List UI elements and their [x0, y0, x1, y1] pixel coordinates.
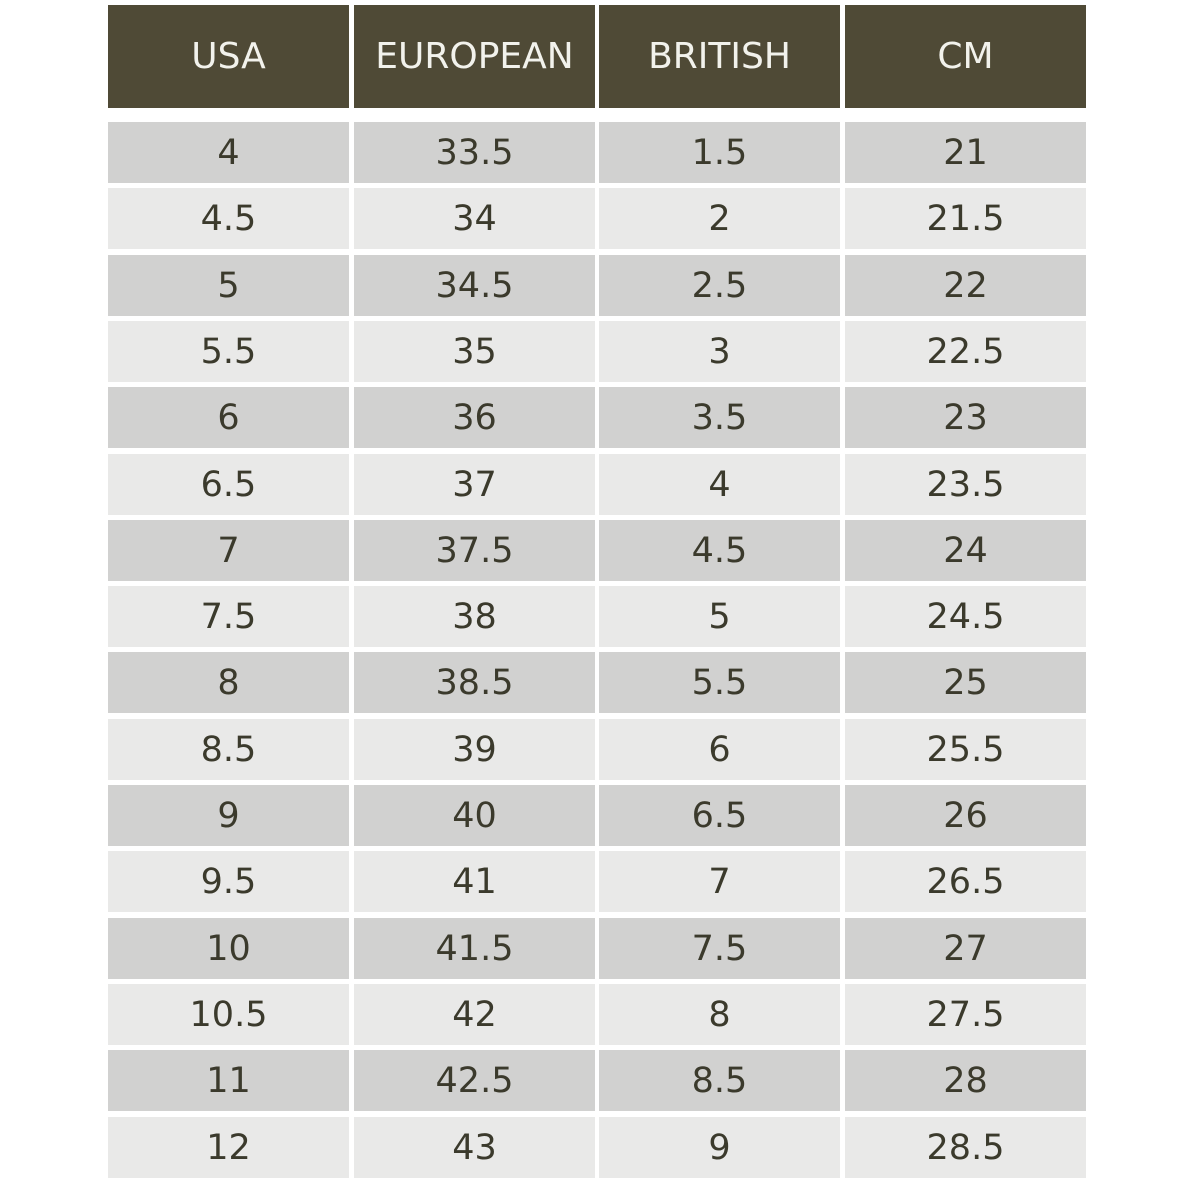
table-cell: 5: [599, 586, 840, 647]
table-cell: 3.5: [599, 387, 840, 448]
table-cell: 38: [354, 586, 595, 647]
table-cell: 3: [599, 321, 840, 382]
table-cell: 42.5: [354, 1050, 595, 1111]
table-cell: 40: [354, 785, 595, 846]
table-cell: 41.5: [354, 918, 595, 979]
table-cell: 35: [354, 321, 595, 382]
table-cell: 36: [354, 387, 595, 448]
table-cell: 22.5: [845, 321, 1086, 382]
table-cell: 6.5: [599, 785, 840, 846]
table-cell: 8: [599, 984, 840, 1045]
table-cell: 4: [599, 454, 840, 515]
table-cell: 4.5: [599, 520, 840, 581]
table-cell: 7: [108, 520, 349, 581]
table-cell: 9: [108, 785, 349, 846]
table-cell: 37.5: [354, 520, 595, 581]
table-cell: 5.5: [108, 321, 349, 382]
table-cell: 9.5: [108, 851, 349, 912]
table-cell: 2: [599, 188, 840, 249]
table-cell: 22: [845, 255, 1086, 316]
table-cell: 33.5: [354, 122, 595, 183]
table-cell: 10.5: [108, 984, 349, 1045]
table-cell: 6.5: [108, 454, 349, 515]
table-cell: 21: [845, 122, 1086, 183]
table-cell: 38.5: [354, 652, 595, 713]
header-cell: BRITISH: [599, 5, 840, 108]
table-cell: 27.5: [845, 984, 1086, 1045]
table-cell: 24: [845, 520, 1086, 581]
table-cell: 4: [108, 122, 349, 183]
table-cell: 10: [108, 918, 349, 979]
table-cell: 28: [845, 1050, 1086, 1111]
table-cell: 43: [354, 1117, 595, 1178]
table-cell: 9: [599, 1117, 840, 1178]
table-cell: 4.5: [108, 188, 349, 249]
table-cell: 5.5: [599, 652, 840, 713]
table-cell: 6: [599, 719, 840, 780]
table-cell: 25.5: [845, 719, 1086, 780]
table-cell: 11: [108, 1050, 349, 1111]
table-cell: 28.5: [845, 1117, 1086, 1178]
table-cell: 37: [354, 454, 595, 515]
table-cell: 39: [354, 719, 595, 780]
table-cell: 1.5: [599, 122, 840, 183]
table-cell: 7.5: [108, 586, 349, 647]
table-cell: 42: [354, 984, 595, 1045]
table-cell: 25: [845, 652, 1086, 713]
table-cell: 23: [845, 387, 1086, 448]
table-cell: 8.5: [108, 719, 349, 780]
table-cell: 26.5: [845, 851, 1086, 912]
table-cell: 2.5: [599, 255, 840, 316]
table-cell: 34.5: [354, 255, 595, 316]
table-cell: 23.5: [845, 454, 1086, 515]
table-cell: 41: [354, 851, 595, 912]
table-cell: 6: [108, 387, 349, 448]
table-cell: 7.5: [599, 918, 840, 979]
header-cell: CM: [845, 5, 1086, 108]
header-cell: USA: [108, 5, 349, 108]
table-cell: 27: [845, 918, 1086, 979]
table-cell: 12: [108, 1117, 349, 1178]
table-cell: 34: [354, 188, 595, 249]
table-cell: 5: [108, 255, 349, 316]
table-cell: 8: [108, 652, 349, 713]
table-cell: 21.5: [845, 188, 1086, 249]
header-cell: EUROPEAN: [354, 5, 595, 108]
table-cell: 26: [845, 785, 1086, 846]
table-cell: 24.5: [845, 586, 1086, 647]
table-cell: 7: [599, 851, 840, 912]
table-cell: 8.5: [599, 1050, 840, 1111]
